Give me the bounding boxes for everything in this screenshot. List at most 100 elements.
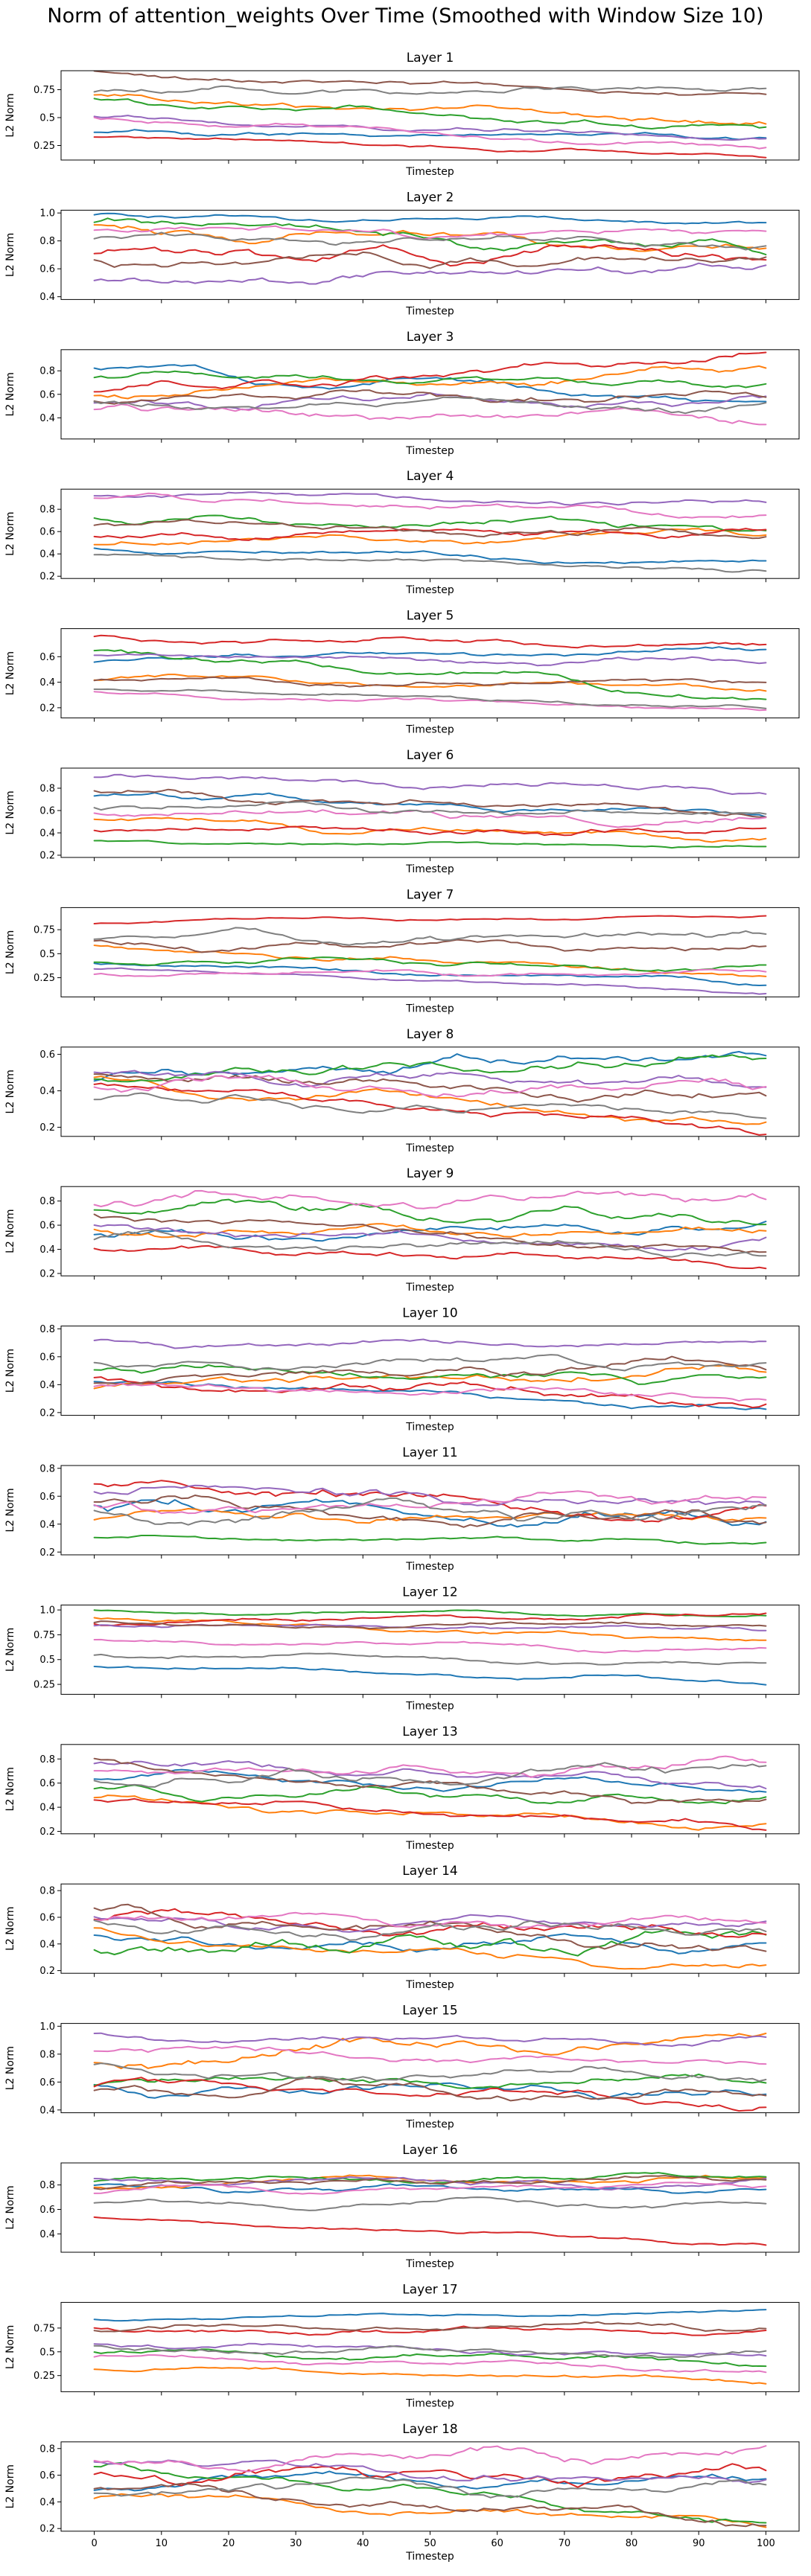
series-line — [93, 2345, 767, 2359]
plot-frame — [60, 1046, 800, 1137]
series-line — [93, 967, 767, 995]
series-line — [93, 2325, 767, 2336]
y-tick-label: 0.4 — [39, 549, 55, 560]
series-line — [93, 1495, 767, 1528]
series-line — [93, 1927, 767, 1970]
series-line — [93, 351, 767, 393]
panel-layer-6: Layer 6 0.2 0.4 0.6 0.8 Timestep L2 Norm — [4, 748, 800, 875]
panel-layer-13: Layer 13 0.2 0.4 0.6 0.8 Timestep L2 Norm — [4, 1725, 800, 1852]
panel-title: Layer 1 — [407, 51, 454, 65]
y-tick-label: 0.8 — [39, 236, 55, 247]
series-line — [93, 71, 767, 96]
y-tick-label: 0.8 — [39, 1324, 55, 1335]
x-tick-label: 80 — [626, 2538, 638, 2549]
series-line — [93, 2348, 767, 2368]
y-axis-label: L2 Norm — [4, 1070, 16, 1113]
series-line — [93, 1755, 767, 1778]
y-axis-label: L2 Norm — [4, 2185, 16, 2229]
panel-title: Layer 14 — [402, 1864, 457, 1879]
chart-title: Norm of attention_weights Over Time (Smo… — [47, 4, 764, 28]
series-line — [93, 1354, 767, 1372]
series-line — [93, 1075, 767, 1098]
y-tick-label: 0.6 — [39, 1221, 55, 1232]
series-group — [93, 773, 767, 849]
series-line — [93, 1230, 767, 1258]
x-axis-label: Timestep — [405, 1142, 454, 1154]
series-group — [93, 2309, 767, 2385]
y-tick-label: 0.4 — [39, 1380, 55, 1391]
series-line — [93, 85, 767, 95]
x-axis-label: Timestep — [405, 1840, 454, 1852]
series-line — [93, 1760, 767, 1789]
x-tick-label: 0 — [91, 2538, 97, 2549]
series-line — [93, 691, 767, 712]
y-tick-label: 0.25 — [34, 141, 55, 152]
y-tick-label: 0.2 — [39, 1268, 55, 1279]
y-axis-label: L2 Norm — [4, 1209, 16, 1253]
series-line — [93, 2463, 767, 2488]
series-line — [93, 962, 767, 986]
y-tick-label: 0.8 — [39, 1754, 55, 1765]
series-line — [93, 2309, 767, 2322]
x-axis-label: Timestep — [405, 863, 454, 875]
series-line — [93, 2321, 767, 2333]
x-axis-label: Timestep — [405, 2119, 454, 2131]
y-axis-label: L2 Norm — [4, 233, 16, 277]
y-tick-label: 0.4 — [39, 1519, 55, 1530]
panel-title: Layer 8 — [407, 1027, 454, 1042]
series-line — [93, 1338, 767, 1349]
x-tick-label: 100 — [757, 2538, 775, 2549]
series-line — [93, 1054, 767, 1083]
series-line — [93, 1927, 767, 1957]
series-line — [93, 1784, 767, 1805]
panel-layer-17: Layer 17 0.25 0.5 0.75 Timestep L2 Norm — [4, 2282, 800, 2409]
series-line — [93, 915, 767, 924]
series-line — [93, 553, 767, 573]
y-axis-label: L2 Norm — [4, 1628, 16, 1672]
x-tick-label: 60 — [491, 2538, 503, 2549]
x-axis-label: Timestep — [405, 305, 454, 317]
y-tick-label: 0.4 — [39, 292, 55, 303]
series-line — [93, 364, 767, 403]
series-line — [93, 1620, 767, 1630]
y-tick-label: 0.8 — [39, 784, 55, 795]
series-line — [93, 1224, 767, 1252]
y-tick-label: 0.4 — [39, 1086, 55, 1097]
y-tick-label: 0.8 — [39, 1886, 55, 1897]
series-line — [93, 212, 767, 225]
y-tick-label: 0.4 — [39, 2229, 55, 2240]
series-line — [93, 1490, 767, 1515]
series-line — [93, 392, 767, 411]
y-axis-label: L2 Norm — [4, 93, 16, 137]
y-tick-label: 0.8 — [39, 2180, 55, 2191]
x-tick-label: 30 — [290, 2538, 302, 2549]
series-line — [93, 2045, 767, 2065]
y-tick-label: 1.0 — [39, 1605, 55, 1617]
y-tick-label: 0.6 — [39, 652, 55, 663]
series-line — [93, 1762, 767, 1788]
panel-layer-10: Layer 10 0.2 0.4 0.6 0.8 Timestep L2 Norm — [4, 1306, 800, 1434]
y-tick-label: 0.6 — [39, 1778, 55, 1789]
y-tick-label: 0.2 — [39, 1407, 55, 1419]
panel-layer-1: Layer 1 0.25 0.5 0.75 Timestep L2 Norm — [4, 51, 800, 178]
series-line — [93, 927, 767, 946]
series-line — [93, 2493, 767, 2528]
y-tick-label: 0.6 — [39, 1492, 55, 1503]
series-line — [93, 1908, 767, 1938]
y-tick-label: 0.4 — [39, 2497, 55, 2508]
panel-title: Layer 12 — [402, 1585, 457, 1599]
series-line — [93, 2182, 767, 2195]
y-tick-label: 0.8 — [39, 366, 55, 377]
series-line — [93, 1797, 767, 1831]
series-line — [93, 1484, 767, 1506]
series-group — [93, 2172, 767, 2246]
series-line — [93, 116, 767, 150]
y-tick-label: 0.4 — [39, 1939, 55, 1950]
series-line — [93, 389, 767, 405]
series-line — [93, 2196, 767, 2211]
series-line — [93, 2077, 767, 2112]
series-line — [93, 1082, 767, 1136]
y-tick-label: 0.75 — [34, 925, 55, 936]
x-axis-label: Timestep — [405, 1003, 454, 1014]
series-line — [93, 262, 767, 285]
